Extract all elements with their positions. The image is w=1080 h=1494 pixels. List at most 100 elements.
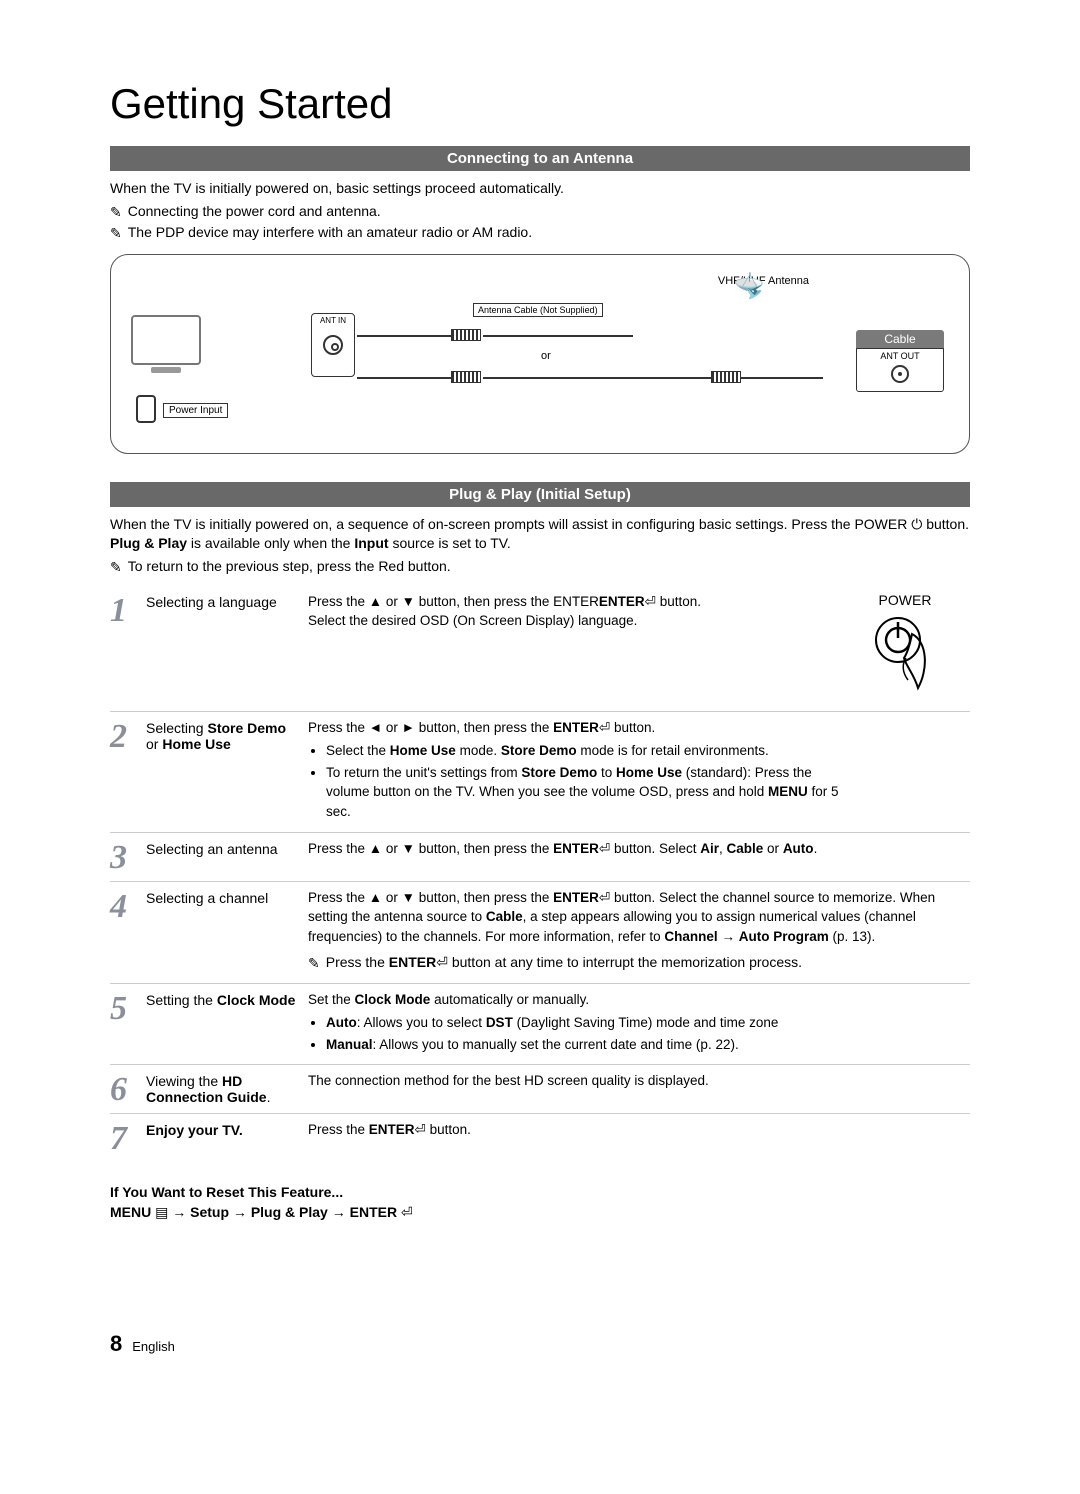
text: (p. 13). [829, 929, 876, 944]
text: button. [426, 1122, 471, 1137]
return-note: ✎ To return to the previous step, press … [110, 558, 970, 576]
arrow-icon: → [328, 1204, 350, 1220]
text: button at any time to interrupt the memo… [448, 954, 802, 970]
page-number: 8 [110, 1331, 122, 1356]
step-number: 7 [110, 1120, 146, 1156]
cable-not-supplied-label: Antenna Cable (Not Supplied) [473, 303, 603, 317]
step-row: 1 Selecting a language Press the ▲ or ▼ … [110, 586, 970, 712]
text-bold: ENTER [553, 720, 599, 735]
power-button-icon [868, 614, 942, 702]
text: : Allows you to manually set the current… [373, 1037, 739, 1052]
enter-label: ENTER [599, 594, 645, 609]
text-bold: Air [700, 841, 719, 856]
note-icon: ✎ [110, 225, 122, 242]
text: to [597, 765, 616, 780]
enter-icon: ⏎ [401, 1204, 413, 1220]
text-bold: Auto [326, 1015, 357, 1030]
enter-icon: ⏎ [436, 954, 448, 970]
enter-icon: ⏎ [599, 890, 610, 905]
text: Press the ▲ or ▼ button, then press the [308, 890, 553, 905]
text: Press the ▲ or ▼ button, then press the … [308, 594, 599, 609]
reset-title: If You Want to Reset This Feature... [110, 1184, 970, 1200]
text: Set the [308, 992, 355, 1007]
text: : Allows you to select [357, 1015, 486, 1030]
bullet: To return the unit's settings from Store… [326, 763, 840, 822]
reset-block: If You Want to Reset This Feature... MEN… [110, 1184, 970, 1221]
text-bold: Cable [486, 909, 523, 924]
text-bold: Cable [727, 841, 764, 856]
enter-icon: ⏎ [645, 594, 656, 609]
note-text: Connecting the power cord and antenna. [128, 203, 381, 219]
inline-note: ✎ Press the ENTER⏎ button at any time to… [308, 952, 970, 973]
text-bold: Manual [326, 1037, 373, 1052]
or-label: or [541, 350, 551, 362]
text: Selecting [146, 720, 207, 736]
step-number: 5 [110, 990, 146, 1059]
arrow-icon: → [168, 1204, 190, 1220]
step-number: 6 [110, 1071, 146, 1107]
text-bold: MENU [110, 1204, 151, 1220]
text-bold: ENTER [369, 1122, 415, 1137]
connector-icon [451, 329, 481, 341]
step-number: 3 [110, 839, 146, 875]
coax-port-icon [323, 335, 343, 355]
text-bold: Channel [664, 929, 717, 944]
enter-icon: ⏎ [599, 841, 610, 856]
step-label: Enjoy your TV. [146, 1120, 308, 1156]
text: Press the ▲ or ▼ button, then press the [308, 841, 553, 856]
text: automatically or manually. [430, 992, 589, 1007]
text-bold: ENTER [350, 1204, 397, 1220]
text-bold: Enjoy your TV. [146, 1122, 243, 1138]
text: (Daylight Saving Time) mode and time zon… [513, 1015, 779, 1030]
note-icon: ✎ [308, 953, 320, 973]
arrow-icon: → [718, 929, 739, 944]
plugplay-intro: When the TV is initially powered on, a s… [110, 515, 970, 554]
note-2: ✎ The PDP device may interfere with an a… [110, 224, 970, 242]
arrow-icon: → [229, 1204, 251, 1220]
text-bold: Plug & Play [251, 1204, 328, 1220]
power-graphic: POWER [840, 592, 970, 705]
step-number: 1 [110, 592, 146, 705]
note-1: ✎ Connecting the power cord and antenna. [110, 203, 970, 221]
text-bold: ENTER [553, 890, 599, 905]
power-plug-icon [136, 395, 156, 423]
text-bold: DST [486, 1015, 513, 1030]
note-text: The PDP device may interfere with an ama… [128, 224, 532, 240]
text: To return the unit's settings from [326, 765, 521, 780]
cable-line [483, 335, 633, 337]
step-row: 3 Selecting an antenna Press the ▲ or ▼ … [110, 833, 970, 882]
power-icon: ⏻ [911, 516, 922, 532]
step-desc: Press the ▲ or ▼ button, then press the … [308, 592, 840, 705]
page-footer: 8English [110, 1331, 970, 1357]
text: is available only when the [187, 535, 354, 551]
step-label: Selecting a language [146, 592, 308, 705]
cable-label: Cable [856, 330, 944, 348]
intro-text: When the TV is initially powered on, bas… [110, 179, 970, 199]
text-bold: Clock Mode [355, 992, 431, 1007]
ant-out-label: ANT OUT [880, 351, 919, 361]
text-bold: Home Use [616, 765, 682, 780]
step-desc: Press the ▲ or ▼ button, then press the … [308, 839, 970, 875]
connection-diagram: Power Input ANT IN Antenna Cable (Not Su… [110, 254, 970, 454]
step-label: Viewing the HD Connection Guide. [146, 1071, 308, 1107]
text: mode. [456, 743, 501, 758]
bullet: Auto: Allows you to select DST (Daylight… [326, 1013, 970, 1033]
bullet: Select the Home Use mode. Store Demo mod… [326, 741, 840, 761]
step-desc: Press the ENTER⏎ button. [308, 1120, 970, 1156]
step-desc: Press the ▲ or ▼ button, then press the … [308, 888, 970, 977]
text: Press the [308, 1122, 369, 1137]
text: Viewing the [146, 1073, 222, 1089]
cable-box: Cable ANT OUT [856, 330, 944, 392]
text: source is set to TV. [389, 535, 511, 551]
text-bold: Home Use [390, 743, 456, 758]
text-bold: Store Demo [521, 765, 597, 780]
text-bold: Auto Program [739, 929, 829, 944]
text-bold: Auto [783, 841, 814, 856]
text-bold: ENTER [389, 954, 436, 970]
note-text: To return to the previous step, press th… [128, 558, 451, 574]
text: Select the [326, 743, 390, 758]
text: button. [610, 720, 655, 735]
text-bold: ENTER [553, 841, 599, 856]
step-label: Selecting an antenna [146, 839, 308, 875]
step-number: 4 [110, 888, 146, 977]
